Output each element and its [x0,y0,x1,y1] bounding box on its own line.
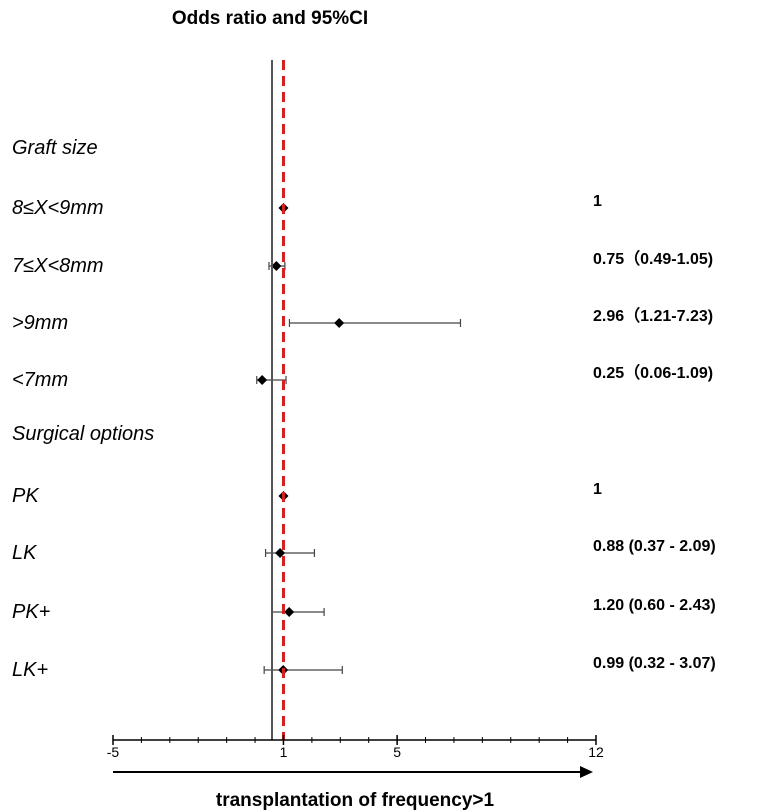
row-label: >9mm [12,312,68,334]
x-tick-label: -5 [107,744,120,760]
or-ci-text: 0.99 (0.32 - 3.07) [593,655,716,672]
group-header-label: Surgical options [12,423,154,445]
row-label: LK+ [12,659,48,681]
or-ci-text: 0.88 (0.37 - 2.09) [593,538,716,555]
x-tick-label: 5 [393,744,401,760]
or-marker [257,375,268,385]
x-axis-label: transplantation of frequency>1 [216,790,495,811]
row-label: LK [12,542,38,564]
row-label: 7≤X<8mm [12,255,104,277]
row-label: PK+ [12,601,50,623]
direction-arrow-head [580,766,593,778]
x-tick-label: 1 [280,744,288,760]
chart-title: Odds ratio and 95%CI [172,8,368,29]
or-ci-text: 0.75（0.49-1.05) [593,250,713,268]
or-marker [284,607,295,617]
or-ci-text: 0.25（0.06-1.09) [593,364,713,382]
or-ci-text: 1 [593,481,602,498]
row-label: PK [12,485,40,507]
group-header-label: Graft size [12,137,98,159]
row-label: <7mm [12,369,68,391]
row-label: 8≤X<9mm [12,197,104,219]
or-ci-text: 1.20 (0.60 - 2.43) [593,597,716,614]
or-ci-text: 1 [593,193,602,210]
or-marker [275,548,286,558]
or-ci-text: 2.96（1.21-7.23) [593,307,713,325]
or-marker [334,318,345,328]
x-tick-label: 12 [588,744,604,760]
or-marker [271,261,282,271]
